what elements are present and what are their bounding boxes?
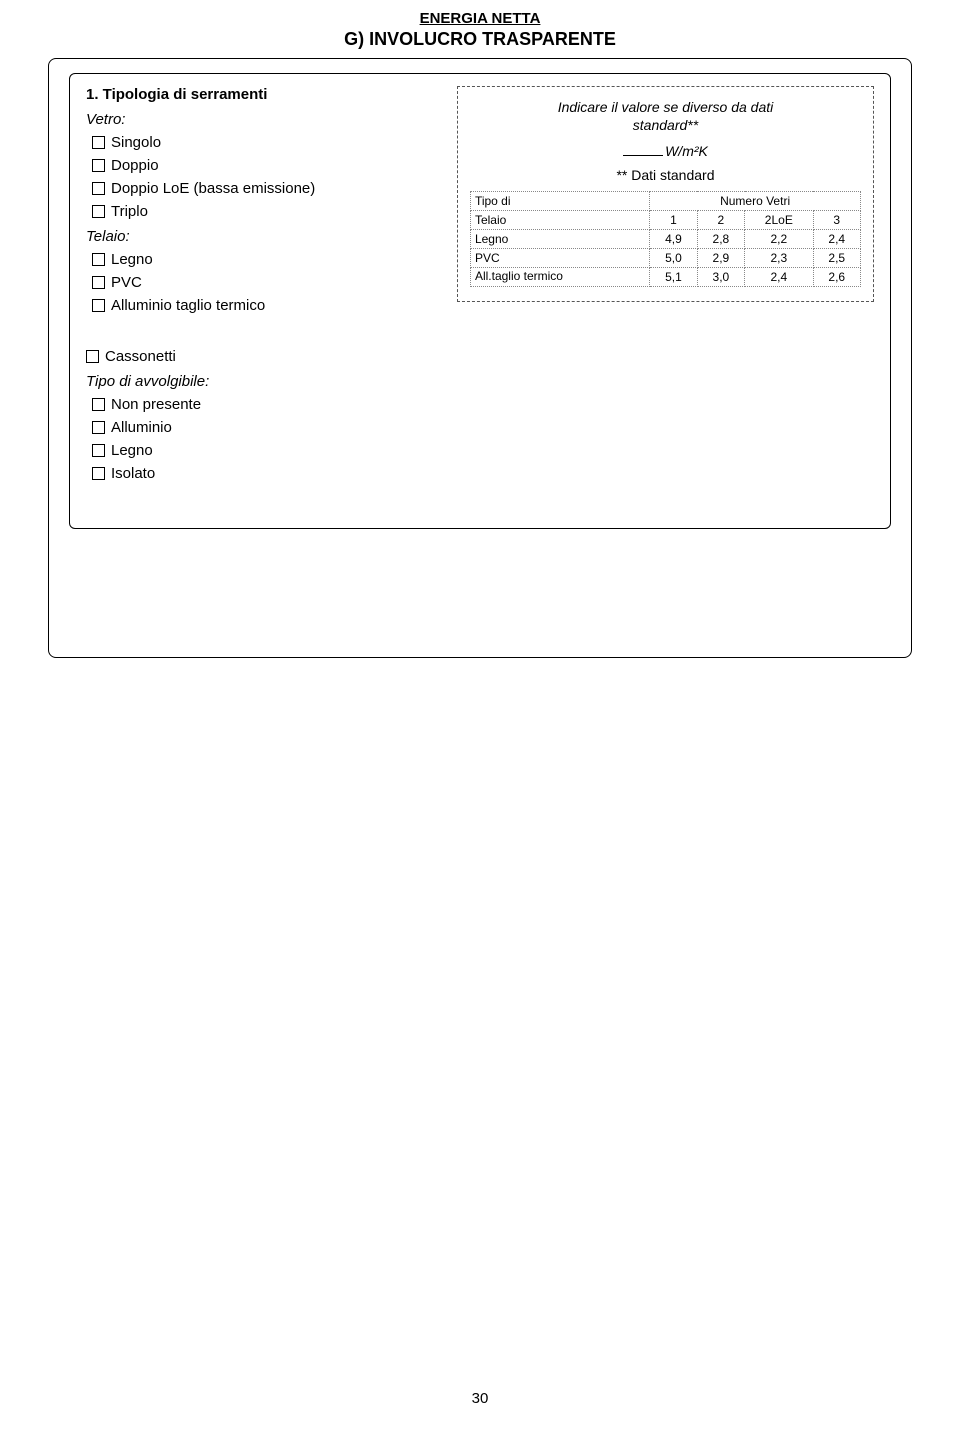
option-label: Cassonetti bbox=[105, 348, 176, 365]
table-cell: Tipo di bbox=[470, 192, 649, 211]
header-line2: G) INVOLUCRO TRASPARENTE bbox=[48, 29, 912, 50]
checkbox-row[interactable]: Non presente bbox=[86, 396, 417, 413]
left-column: 1. Tipologia di serramenti Vetro: Singol… bbox=[86, 86, 417, 488]
checkbox-row[interactable]: Triplo bbox=[86, 203, 417, 220]
avvolgibile-label: Tipo di avvolgibile: bbox=[86, 373, 417, 390]
vetro-label: Vetro: bbox=[86, 111, 417, 128]
checkbox-row[interactable]: Isolato bbox=[86, 465, 417, 482]
hint-text-2: standard** bbox=[470, 117, 861, 133]
right-column: Indicare il valore se diverso da dati st… bbox=[457, 86, 874, 488]
option-label: Doppio LoE (bassa emissione) bbox=[111, 180, 315, 197]
option-label: PVC bbox=[111, 274, 142, 291]
checkbox-row[interactable]: Legno bbox=[86, 251, 417, 268]
table-cell: All.taglio termico bbox=[470, 268, 649, 287]
option-label: Legno bbox=[111, 251, 153, 268]
option-label: Doppio bbox=[111, 157, 159, 174]
checkbox-icon[interactable] bbox=[92, 299, 105, 312]
checkbox-icon[interactable] bbox=[86, 350, 99, 363]
table-cell: 1 bbox=[650, 211, 697, 230]
checkbox-icon[interactable] bbox=[92, 205, 105, 218]
header-line1: ENERGIA NETTA bbox=[48, 10, 912, 27]
checkbox-row[interactable]: Doppio LoE (bassa emissione) bbox=[86, 180, 417, 197]
table-cell: 3 bbox=[813, 211, 860, 230]
option-label: Singolo bbox=[111, 134, 161, 151]
table-cell: 2,6 bbox=[813, 268, 860, 287]
checkbox-icon[interactable] bbox=[92, 444, 105, 457]
table-cell: 2,5 bbox=[813, 249, 860, 268]
table-cell: 2,2 bbox=[745, 230, 813, 249]
table-row: Tipo di Numero Vetri bbox=[470, 192, 860, 211]
checkbox-row[interactable]: PVC bbox=[86, 274, 417, 291]
checkbox-row[interactable]: Singolo bbox=[86, 134, 417, 151]
table-cell: 2,4 bbox=[813, 230, 860, 249]
table-row: Telaio 1 2 2LoE 3 bbox=[470, 211, 860, 230]
checkbox-icon[interactable] bbox=[92, 253, 105, 266]
outer-frame: 1. Tipologia di serramenti Vetro: Singol… bbox=[48, 58, 912, 658]
table-cell: 4,9 bbox=[650, 230, 697, 249]
table-row: Legno 4,9 2,8 2,2 2,4 bbox=[470, 230, 860, 249]
table-cell: 5,1 bbox=[650, 268, 697, 287]
option-label: Non presente bbox=[111, 396, 201, 413]
checkbox-row[interactable]: Doppio bbox=[86, 157, 417, 174]
unit-label: W/m²K bbox=[665, 143, 708, 159]
checkbox-icon[interactable] bbox=[92, 182, 105, 195]
checkbox-icon[interactable] bbox=[92, 467, 105, 480]
checkbox-icon[interactable] bbox=[92, 136, 105, 149]
checkbox-icon[interactable] bbox=[92, 421, 105, 434]
table-cell: 3,0 bbox=[697, 268, 744, 287]
table-row: All.taglio termico 5,1 3,0 2,4 2,6 bbox=[470, 268, 860, 287]
option-label: Legno bbox=[111, 442, 153, 459]
checkbox-icon[interactable] bbox=[92, 276, 105, 289]
table-cell: Legno bbox=[470, 230, 649, 249]
option-label: Isolato bbox=[111, 465, 155, 482]
two-column-layout: 1. Tipologia di serramenti Vetro: Singol… bbox=[86, 86, 874, 488]
hint-text-1: Indicare il valore se diverso da dati bbox=[470, 99, 861, 115]
inner-frame: 1. Tipologia di serramenti Vetro: Singol… bbox=[69, 73, 891, 529]
option-label: Alluminio taglio termico bbox=[111, 297, 265, 314]
table-cell: 2 bbox=[697, 211, 744, 230]
unit-row: W/m²K bbox=[470, 143, 861, 159]
table-cell: 2,8 bbox=[697, 230, 744, 249]
table-cell: Numero Vetri bbox=[650, 192, 861, 211]
reference-box: Indicare il valore se diverso da dati st… bbox=[457, 86, 874, 302]
table-cell: 2LoE bbox=[745, 211, 813, 230]
option-label: Triplo bbox=[111, 203, 148, 220]
page-number: 30 bbox=[0, 1390, 960, 1407]
telaio-label: Telaio: bbox=[86, 228, 417, 245]
checkbox-row[interactable]: Alluminio taglio termico bbox=[86, 297, 417, 314]
checkbox-icon[interactable] bbox=[92, 398, 105, 411]
section-title: 1. Tipologia di serramenti bbox=[86, 86, 417, 103]
table-cell: 2,4 bbox=[745, 268, 813, 287]
page: ENERGIA NETTA G) INVOLUCRO TRASPARENTE 1… bbox=[0, 0, 960, 658]
option-label: Alluminio bbox=[111, 419, 172, 436]
table-cell: Telaio bbox=[470, 211, 649, 230]
value-blank[interactable] bbox=[623, 155, 663, 156]
checkbox-row[interactable]: Legno bbox=[86, 442, 417, 459]
std-label: ** Dati standard bbox=[470, 167, 861, 183]
table-cell: PVC bbox=[470, 249, 649, 268]
reference-table: Tipo di Numero Vetri Telaio 1 2 2LoE 3 bbox=[470, 191, 861, 287]
table-row: PVC 5,0 2,9 2,3 2,5 bbox=[470, 249, 860, 268]
table-cell: 2,3 bbox=[745, 249, 813, 268]
table-cell: 2,9 bbox=[697, 249, 744, 268]
checkbox-row[interactable]: Cassonetti bbox=[86, 348, 417, 365]
checkbox-icon[interactable] bbox=[92, 159, 105, 172]
checkbox-row[interactable]: Alluminio bbox=[86, 419, 417, 436]
table-cell: 5,0 bbox=[650, 249, 697, 268]
